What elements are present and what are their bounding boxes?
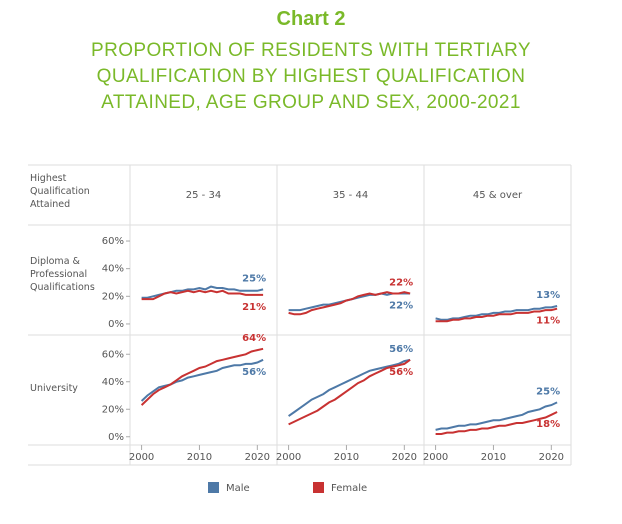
- row-header: Highest Qualification Attained: [30, 173, 90, 210]
- value-label: 11%: [536, 316, 560, 327]
- chart-title: Chart 2: [276, 8, 346, 30]
- y-tick-label: 20%: [102, 404, 124, 415]
- row-label: Diploma & Professional Qualifications: [30, 256, 95, 293]
- y-tick-label: 20%: [102, 291, 124, 302]
- x-tick-label: 2010: [334, 452, 359, 463]
- value-label: 25%: [536, 386, 560, 397]
- chart-subtitle: PROPORTION OF RESIDENTS WITH TERTIARY QU…: [91, 40, 531, 113]
- value-label: 13%: [536, 290, 560, 301]
- x-tick-label: 2000: [129, 452, 154, 463]
- value-label: 25%: [242, 273, 266, 284]
- y-tick-label: 40%: [102, 264, 124, 275]
- value-label: 22%: [389, 301, 413, 312]
- y-tick-label: 0%: [108, 319, 124, 330]
- series-line: [435, 307, 558, 323]
- x-tick-label: 2000: [423, 452, 448, 463]
- legend-swatch: [208, 482, 219, 493]
- x-tick-label: 2020: [392, 452, 417, 463]
- column-header: 45 & over: [473, 190, 523, 201]
- legend-label: Male: [226, 483, 250, 494]
- series-line: [435, 401, 558, 431]
- series-line: [435, 305, 558, 321]
- y-tick-label: 60%: [102, 236, 124, 247]
- series-line: [288, 358, 411, 417]
- value-label: 64%: [242, 333, 266, 344]
- x-tick-label: 2010: [481, 452, 506, 463]
- y-tick-label: 60%: [102, 349, 124, 360]
- x-tick-label: 2010: [187, 452, 212, 463]
- y-tick-label: 40%: [102, 377, 124, 388]
- series-line: [140, 347, 264, 406]
- legend-label: Female: [331, 483, 367, 494]
- value-label: 21%: [242, 302, 266, 313]
- y-tick-label: 0%: [108, 432, 124, 443]
- series-line: [141, 289, 264, 301]
- value-label: 56%: [242, 367, 266, 378]
- x-tick-label: 2000: [276, 452, 301, 463]
- series-line: [140, 358, 264, 402]
- row-label: University: [30, 383, 78, 394]
- series-line: [288, 358, 411, 426]
- column-header: 25 - 34: [186, 190, 221, 201]
- value-label: 22%: [389, 278, 413, 289]
- x-tick-label: 2020: [245, 452, 270, 463]
- x-tick-label: 2020: [539, 452, 564, 463]
- value-label: 18%: [536, 419, 560, 430]
- value-label: 56%: [389, 344, 413, 355]
- column-header: 35 - 44: [333, 190, 368, 201]
- legend-swatch: [313, 482, 324, 493]
- value-label: 56%: [389, 367, 413, 378]
- series-line: [435, 411, 558, 435]
- series-line: [288, 291, 411, 316]
